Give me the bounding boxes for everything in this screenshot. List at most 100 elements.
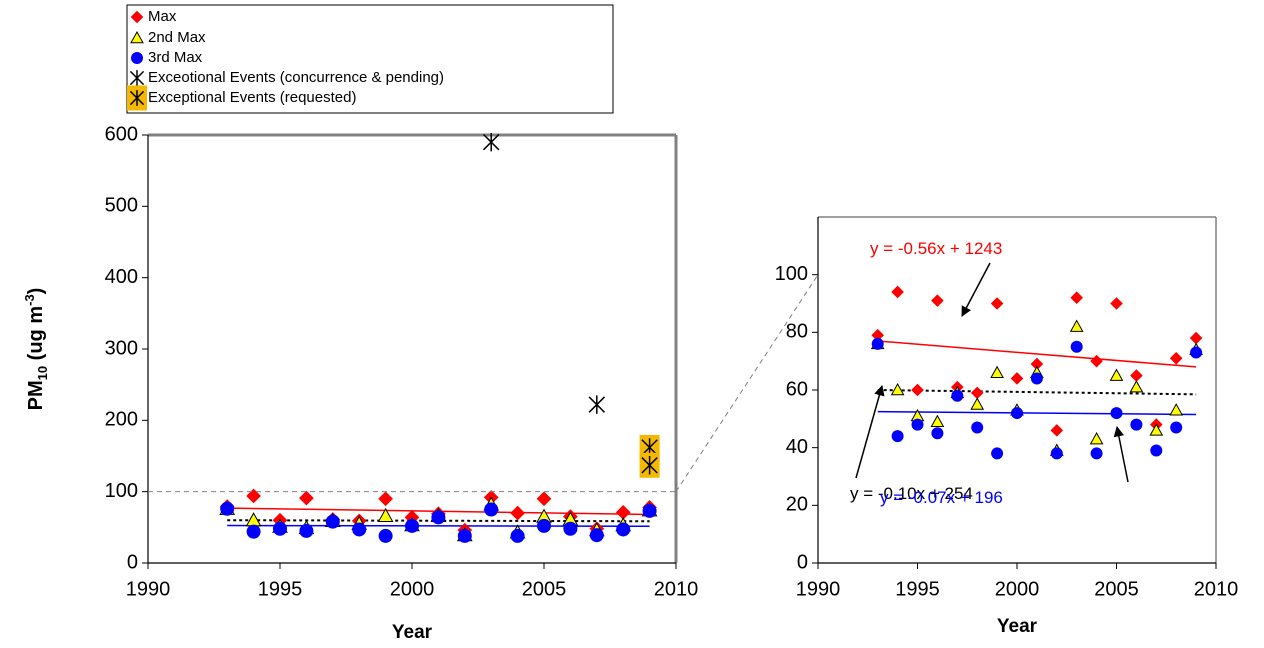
marker xyxy=(1110,297,1123,310)
marker xyxy=(615,505,631,520)
y-axis-label-part: (ug m xyxy=(25,306,47,366)
marker xyxy=(589,528,604,543)
y-tick-label: 400 xyxy=(105,266,138,288)
marker xyxy=(1030,357,1044,371)
x-tick-label: 1990 xyxy=(796,578,841,600)
marker xyxy=(246,524,261,539)
marker xyxy=(352,522,367,537)
marker xyxy=(378,491,393,507)
y-axis-label-part: ) xyxy=(25,288,47,295)
y-tick-label: 0 xyxy=(127,551,138,573)
marker xyxy=(131,52,143,64)
marker xyxy=(129,90,145,106)
marker xyxy=(642,503,657,518)
marker xyxy=(931,427,944,440)
marker xyxy=(971,421,984,434)
marker xyxy=(510,528,525,543)
legend-label: 2nd Max xyxy=(148,29,206,46)
marker xyxy=(871,328,884,342)
y-tick-label: 100 xyxy=(105,480,138,502)
marker xyxy=(377,507,394,523)
x-tick-label: 2005 xyxy=(1094,578,1139,600)
trend-equation: y = -0.56x + 1243 xyxy=(870,239,1002,258)
legend-box xyxy=(126,4,614,114)
marker xyxy=(911,418,924,431)
x-axis-label: Year xyxy=(392,622,433,643)
zoom-connector xyxy=(675,274,819,492)
marker xyxy=(588,395,606,414)
marker xyxy=(991,447,1004,460)
x-tick-label: 1995 xyxy=(895,578,940,600)
marker xyxy=(1090,354,1103,368)
y-tick-label: 200 xyxy=(105,409,138,431)
marker xyxy=(1149,423,1164,436)
y-tick-label: 100 xyxy=(775,263,808,285)
marker xyxy=(378,528,393,543)
marker xyxy=(990,365,1004,378)
marker xyxy=(537,518,551,533)
marker xyxy=(871,337,884,350)
marker xyxy=(641,456,658,475)
marker xyxy=(890,382,905,396)
legend-label: Exceptional Events (requested) xyxy=(148,89,356,106)
marker xyxy=(1011,407,1023,420)
marker xyxy=(970,397,985,410)
arrow xyxy=(961,262,991,317)
y-axis-label-sup: -3 xyxy=(22,294,37,306)
marker xyxy=(1069,319,1084,332)
marker xyxy=(1110,407,1123,420)
y-tick-label: 20 xyxy=(786,494,808,516)
marker xyxy=(990,297,1004,310)
marker xyxy=(484,502,499,517)
marker xyxy=(911,383,924,397)
marker xyxy=(1050,447,1063,460)
marker xyxy=(130,30,144,44)
legend-label: Exceotional Events (concurrence & pendin… xyxy=(148,69,444,86)
marker xyxy=(1189,331,1203,345)
trend-line xyxy=(877,410,1197,416)
marker xyxy=(1010,372,1024,385)
y-tick-label: 500 xyxy=(105,195,138,217)
marker xyxy=(431,510,446,525)
marker xyxy=(616,522,631,537)
marker xyxy=(246,488,261,504)
marker xyxy=(482,132,500,152)
y-axis-label-sub: 10 xyxy=(35,366,50,380)
marker xyxy=(930,414,945,428)
trend-line xyxy=(227,524,650,528)
marker xyxy=(405,518,419,533)
marker xyxy=(536,491,552,507)
arrow xyxy=(855,384,885,479)
marker xyxy=(1070,340,1083,353)
marker xyxy=(299,523,314,538)
marker xyxy=(1130,418,1143,431)
x-tick-label: 1990 xyxy=(126,578,171,600)
y-tick-label: 80 xyxy=(786,321,808,343)
marker xyxy=(951,389,964,402)
y-tick-label: 60 xyxy=(786,378,808,400)
marker xyxy=(1150,444,1163,457)
arrow xyxy=(1113,425,1129,483)
marker xyxy=(130,10,144,24)
marker xyxy=(1030,372,1043,385)
trend-line xyxy=(877,340,1197,368)
x-tick-label: 2005 xyxy=(522,578,567,600)
marker xyxy=(129,70,145,86)
marker xyxy=(1130,369,1143,382)
marker xyxy=(1050,424,1064,437)
marker xyxy=(457,528,472,543)
x-axis-label: Year xyxy=(997,616,1038,637)
y-tick-label: 0 xyxy=(797,551,808,573)
marker xyxy=(931,294,944,307)
marker xyxy=(891,430,904,443)
y-tick-label: 600 xyxy=(105,123,138,145)
marker xyxy=(1190,346,1203,359)
marker xyxy=(1129,380,1144,393)
marker xyxy=(1109,368,1124,381)
marker xyxy=(1169,403,1184,416)
marker xyxy=(1170,421,1183,434)
trend-line xyxy=(877,389,1197,396)
y-tick-label: 300 xyxy=(105,337,138,359)
marker xyxy=(325,514,340,529)
